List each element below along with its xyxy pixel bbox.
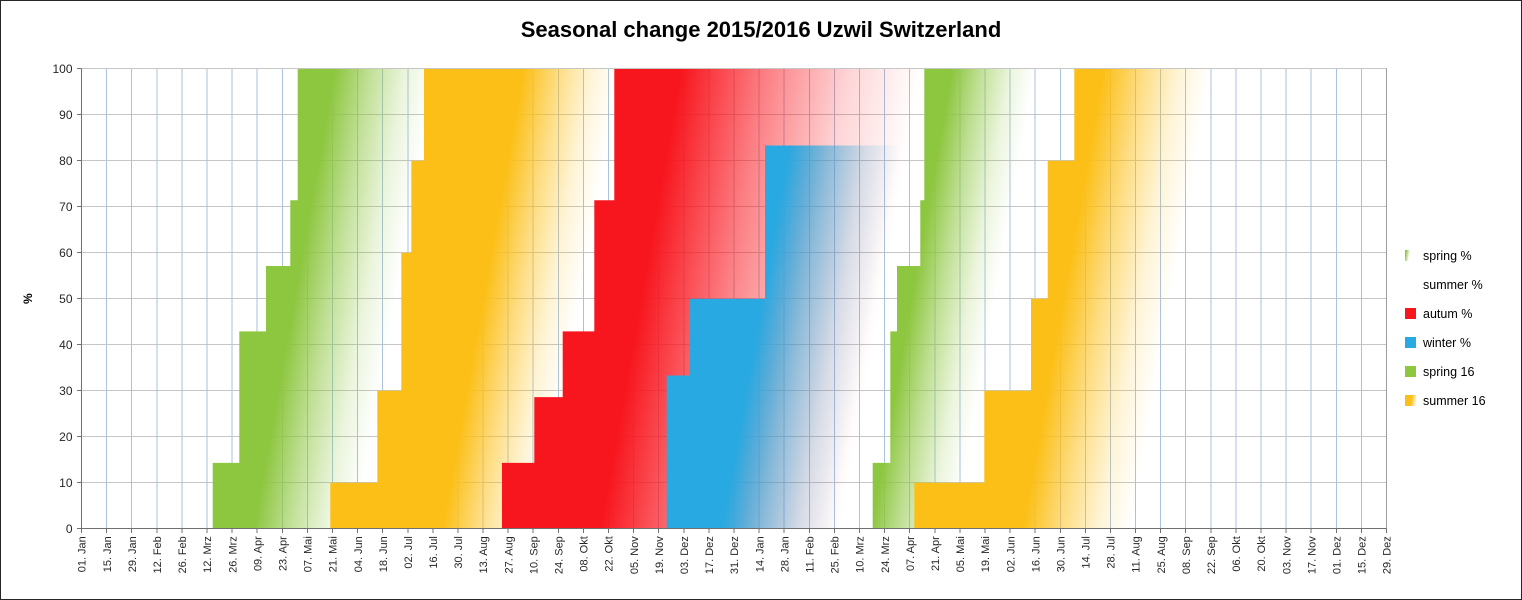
x-axis-label: 11. Feb [804, 536, 816, 573]
x-axis-label: 14. Jan [754, 536, 766, 572]
legend-label: spring 16 [1423, 364, 1475, 379]
x-axis-label: 12. Mrz [202, 536, 214, 573]
legend-item-autum-pct[interactable]: autum % [1405, 299, 1521, 328]
y-axis-labels: 0 10 20 30 40 50 60 70 80 90 100 [52, 62, 72, 536]
x-axis-label: 05. Mai [955, 536, 967, 572]
x-axis-label: 02. Jul [403, 536, 415, 568]
x-axis-label: 13. Aug [478, 536, 490, 573]
legend-label: spring % [1423, 248, 1472, 263]
legend-item-spring-pct[interactable]: spring % [1405, 241, 1521, 270]
legend: spring % summer % autum % winter % sprin… [1405, 241, 1521, 415]
summer-pct-swatch-icon [1405, 279, 1416, 290]
x-axis-label: 23. Apr [277, 536, 289, 571]
x-axis-label: 10. Mrz [855, 536, 867, 573]
x-axis-label: 03. Dez [679, 536, 691, 574]
autum-pct-swatch-icon [1405, 308, 1416, 319]
spring-16-swatch-icon [1405, 366, 1416, 377]
x-axis-label: 31. Dez [729, 536, 741, 574]
x-axis-label: 22. Okt [604, 536, 616, 571]
chart-title: Seasonal change 2015/2016 Uzwil Switzerl… [520, 17, 1002, 42]
x-axis-label: 17. Nov [1306, 536, 1318, 574]
summer-16-swatch-icon [1405, 395, 1416, 406]
x-axis-label: 26. Mrz [227, 536, 239, 573]
series-area-summer-16[interactable] [914, 68, 1251, 529]
y-axis-label: 80 [59, 154, 73, 168]
legend-item-summer-pct[interactable]: summer % [1405, 270, 1521, 299]
x-axis-label: 17. Dez [704, 536, 716, 574]
x-axis-label: 29. Dez [1382, 536, 1394, 574]
x-axis-label: 14. Jul [1081, 536, 1093, 568]
x-axis-label: 08. Okt [579, 536, 591, 571]
x-axis-label: 05. Nov [629, 536, 641, 574]
y-axis-label: 0 [66, 522, 73, 536]
x-axis-label: 06. Okt [1231, 536, 1243, 571]
x-axis-label: 24. Mrz [880, 536, 892, 573]
x-axis-label: 09. Apr [252, 536, 264, 571]
x-axis-label: 24. Sep [554, 536, 566, 574]
x-axis-label: 18. Jun [378, 536, 390, 572]
x-axis-label: 16. Jul [428, 536, 440, 568]
tick-marks [77, 68, 1387, 534]
x-axis-label: 21. Apr [930, 536, 942, 571]
y-axis-label: 10 [59, 476, 73, 490]
y-axis-label: 20 [59, 430, 73, 444]
y-axis-title: % [21, 293, 35, 304]
legend-label: autum % [1423, 306, 1473, 321]
x-axis-label: 19. Nov [654, 536, 666, 574]
y-axis-label: 40 [59, 338, 73, 352]
x-axis-label: 25. Aug [1156, 536, 1168, 573]
x-axis-label: 08. Sep [1181, 536, 1193, 574]
series-areas [212, 68, 1251, 529]
y-axis-label: 100 [52, 62, 72, 76]
winter-pct-swatch-icon [1405, 337, 1416, 348]
x-axis-label: 28. Jan [779, 536, 791, 572]
x-axis-label: 16. Jun [1030, 536, 1042, 572]
x-axis-label: 30. Jun [1055, 536, 1067, 572]
x-axis-label: 26. Feb [177, 536, 189, 573]
y-axis-label: 50 [59, 292, 73, 306]
x-axis-label: 01. Dez [1332, 536, 1344, 574]
legend-item-spring-16[interactable]: spring 16 [1405, 357, 1521, 386]
x-axis-label: 02. Jun [1005, 536, 1017, 572]
x-axis-label: 04. Jun [353, 536, 365, 572]
y-axis-label: 90 [59, 108, 73, 122]
y-axis-label: 30 [59, 384, 73, 398]
legend-label: winter % [1423, 335, 1471, 350]
legend-label: summer 16 [1423, 393, 1486, 408]
x-axis-label: 28. Jul [1106, 536, 1118, 568]
x-axis-label: 25. Feb [830, 536, 842, 573]
x-axis-label: 30. Jul [453, 536, 465, 568]
x-axis-label: 20. Okt [1256, 536, 1268, 571]
y-axis-label: 60 [59, 246, 73, 260]
x-axis-label: 10. Sep [528, 536, 540, 574]
spring-pct-swatch-icon [1405, 250, 1416, 261]
legend-item-summer-16[interactable]: summer 16 [1405, 386, 1521, 415]
x-axis-label: 01. Jan [77, 536, 89, 572]
x-axis-label: 12. Feb [152, 536, 164, 573]
legend-item-winter-pct[interactable]: winter % [1405, 328, 1521, 357]
legend-label: summer % [1423, 277, 1483, 292]
x-axis-label: 21. Mai [328, 536, 340, 572]
series-area-winter-[interactable] [666, 145, 951, 529]
x-axis-label: 15. Dez [1357, 536, 1369, 574]
x-axis-label: 27. Aug [503, 536, 515, 573]
x-axis-label: 15. Jan [102, 536, 114, 572]
x-axis-label: 11. Aug [1131, 536, 1143, 573]
x-axis-label: 03. Nov [1281, 536, 1293, 574]
x-axis-label: 19. Mai [980, 536, 992, 572]
x-axis-label: 07. Mai [303, 536, 315, 572]
x-axis-label: 29. Jan [127, 536, 139, 572]
x-axis-label: 07. Apr [905, 536, 917, 571]
x-axis-labels: 01. Jan 15. Jan 29. Jan 12. Feb 26. Feb 12. M… [77, 536, 1394, 574]
y-axis-label: 70 [59, 200, 73, 214]
x-axis-label: 22. Sep [1206, 536, 1218, 574]
